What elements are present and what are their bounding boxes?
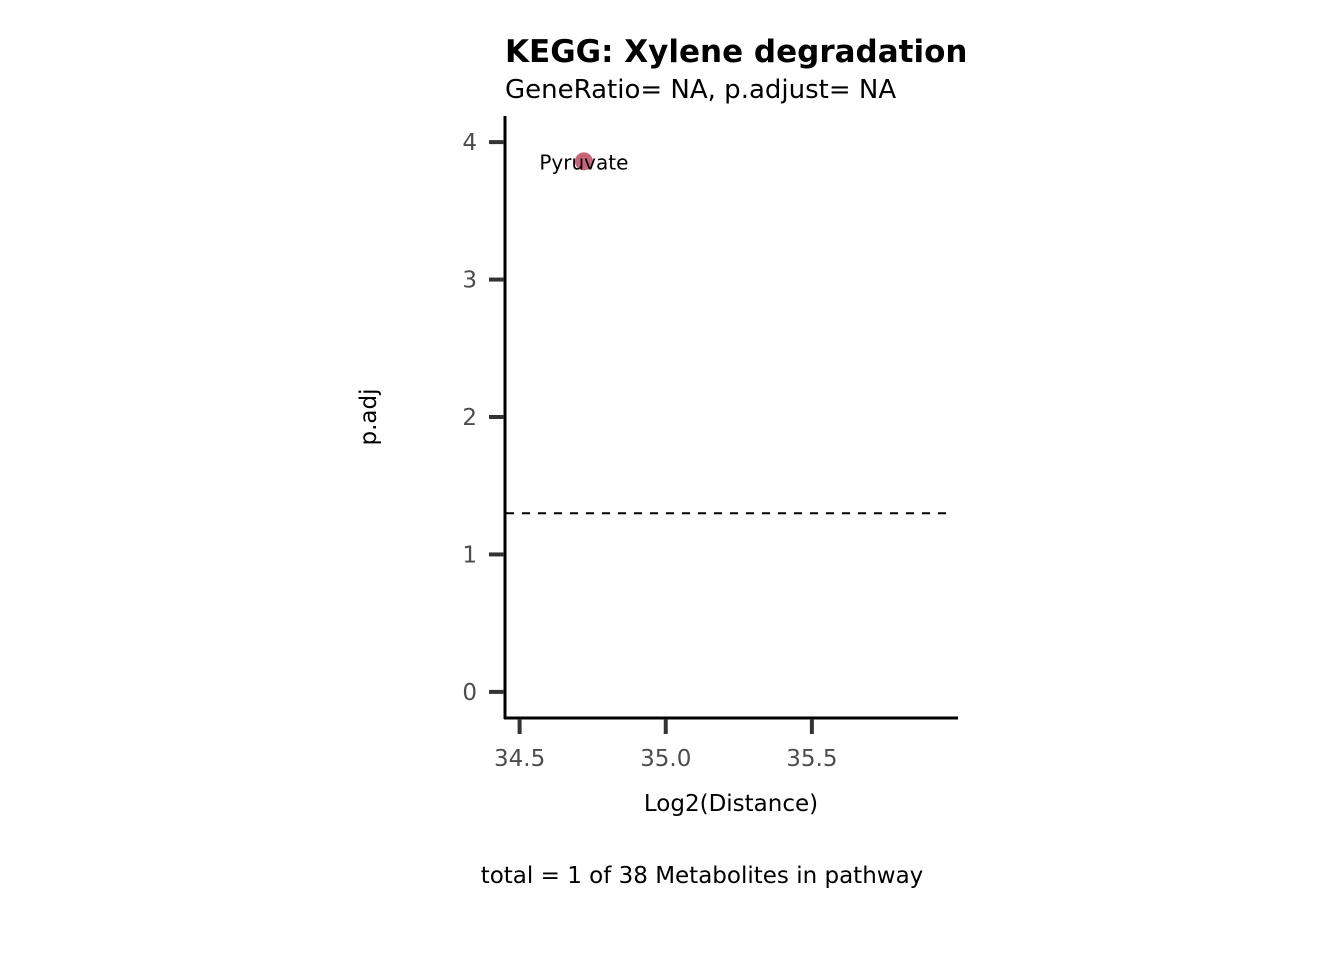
- y-tick-label: 3: [462, 268, 477, 294]
- y-tick-label: 0: [462, 680, 477, 706]
- x-axis-title: Log2(Distance): [644, 791, 818, 817]
- y-tick-label: 2: [462, 405, 477, 431]
- data-point: [574, 152, 593, 171]
- x-tick-label: 34.5: [494, 746, 545, 772]
- chart-subtitle: GeneRatio= NA, p.adjust= NA: [505, 75, 896, 105]
- x-tick-label: 35.5: [786, 746, 837, 772]
- y-axis-title: p.adj: [356, 389, 382, 446]
- chart-caption: total = 1 of 38 Metabolites in pathway: [481, 863, 924, 889]
- x-tick-label: 35.0: [640, 746, 691, 772]
- y-tick-label: 4: [462, 130, 477, 156]
- y-tick-label: 1: [462, 542, 477, 568]
- chart-title: KEGG: Xylene degradation: [505, 34, 967, 70]
- point-label: Pyruvate: [539, 150, 628, 174]
